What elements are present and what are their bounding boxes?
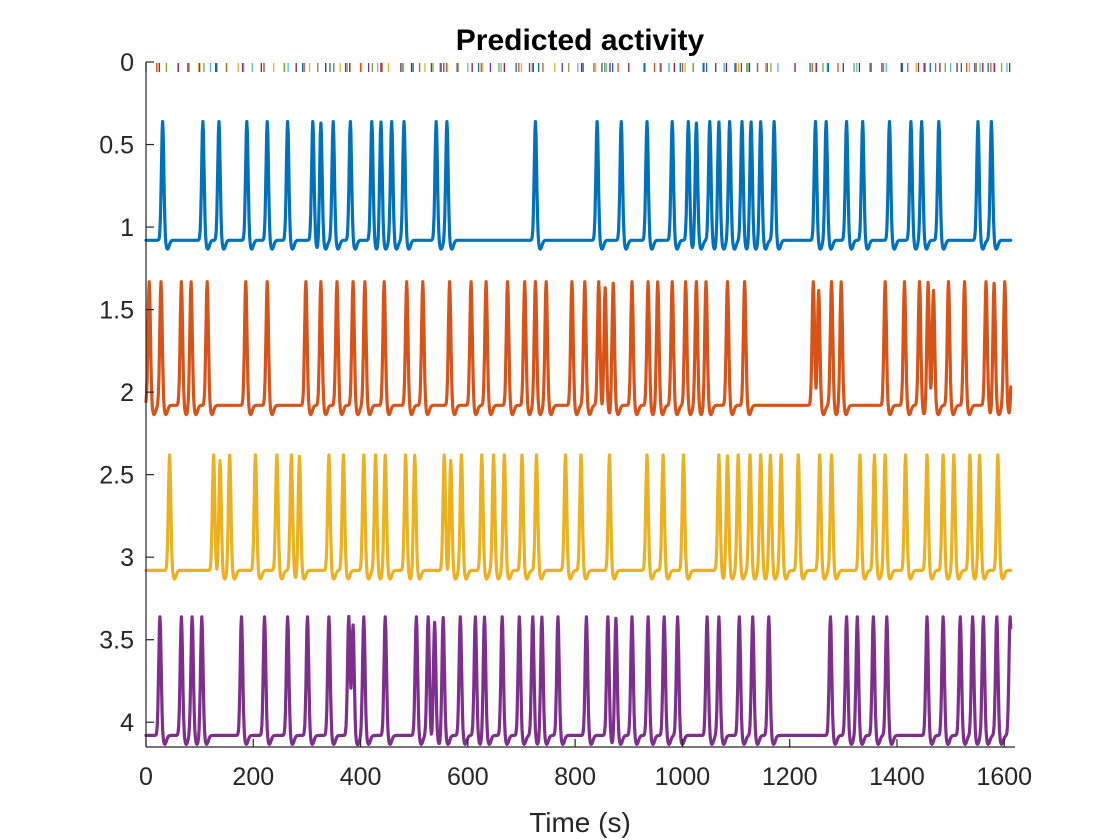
y-tick-label: 3.5 [99, 627, 134, 655]
axes [145, 62, 1015, 748]
chart-title: Predicted activity [456, 24, 705, 57]
x-tick-label: 0 [139, 763, 153, 791]
y-tick-label: 0.5 [99, 132, 134, 160]
x-tick-label: 200 [232, 763, 274, 791]
y-tick-label: 3 [120, 544, 134, 572]
y-ticks: 0 0.5 1 1.5 2 2.5 3 3.5 4 [99, 49, 154, 737]
y-tick-label: 4 [120, 709, 134, 737]
series-line-4 [144, 614, 1013, 747]
y-tick-label: 2.5 [99, 462, 134, 490]
x-tick-label: 600 [447, 763, 489, 791]
y-tick-label: 1.5 [99, 297, 134, 325]
x-tick-label: 1600 [976, 763, 1032, 791]
x-ticks: 0 200 400 600 800 1000 1200 1400 1600 [139, 739, 1032, 791]
series-line-2 [144, 280, 1013, 417]
series-line-3 [144, 453, 1013, 581]
y-tick-label: 1 [120, 214, 134, 242]
series-line-1 [144, 120, 1013, 251]
x-tick-label: 1000 [655, 763, 711, 791]
y-tick-label: 2 [120, 379, 134, 407]
x-axis-label: Time (s) [529, 807, 631, 838]
y-tick-label: 0 [120, 49, 134, 77]
x-tick-label: 1200 [762, 763, 818, 791]
x-tick-label: 1400 [869, 763, 925, 791]
series-lines [144, 120, 1013, 747]
event-raster [145, 63, 1011, 72]
x-tick-label: 800 [554, 763, 596, 791]
x-tick-label: 400 [340, 763, 382, 791]
